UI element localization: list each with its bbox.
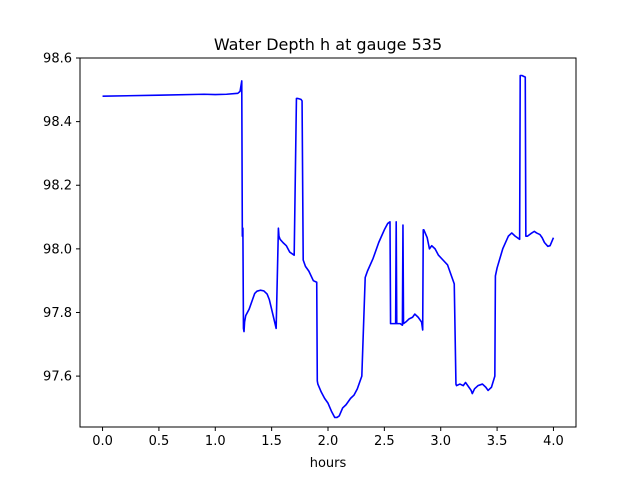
y-tick-label: 97.6 [43, 370, 72, 385]
x-tick-label: 3.0 [430, 434, 451, 449]
y-tick-label: 98.6 [43, 52, 72, 67]
chart-title: Water Depth h at gauge 535 [214, 35, 442, 54]
x-tick-label: 4.0 [543, 434, 564, 449]
series-line-0 [102, 74, 555, 419]
y-tick-label: 98.2 [43, 179, 72, 194]
x-tick-label: 0.0 [92, 434, 113, 449]
y-tick-label: 97.8 [43, 306, 72, 321]
x-tick-label: 2.0 [318, 434, 339, 449]
series-layer [102, 74, 555, 419]
x-axis: 0.0 0.5 1.0 1.5 2.0 2.5 3.0 3.5 4.0 [92, 427, 564, 449]
y-tick-label: 98.4 [43, 115, 72, 130]
y-axis: 97.6 97.8 98.0 98.2 98.4 98.6 [43, 52, 80, 385]
x-axis-label: hours [310, 456, 347, 471]
x-tick-label: 3.5 [487, 434, 508, 449]
x-tick-label: 2.5 [374, 434, 395, 449]
x-tick-label: 0.5 [149, 434, 170, 449]
x-tick-label: 1.0 [205, 434, 226, 449]
x-tick-label: 1.5 [261, 434, 282, 449]
y-tick-label: 98.0 [43, 242, 72, 257]
